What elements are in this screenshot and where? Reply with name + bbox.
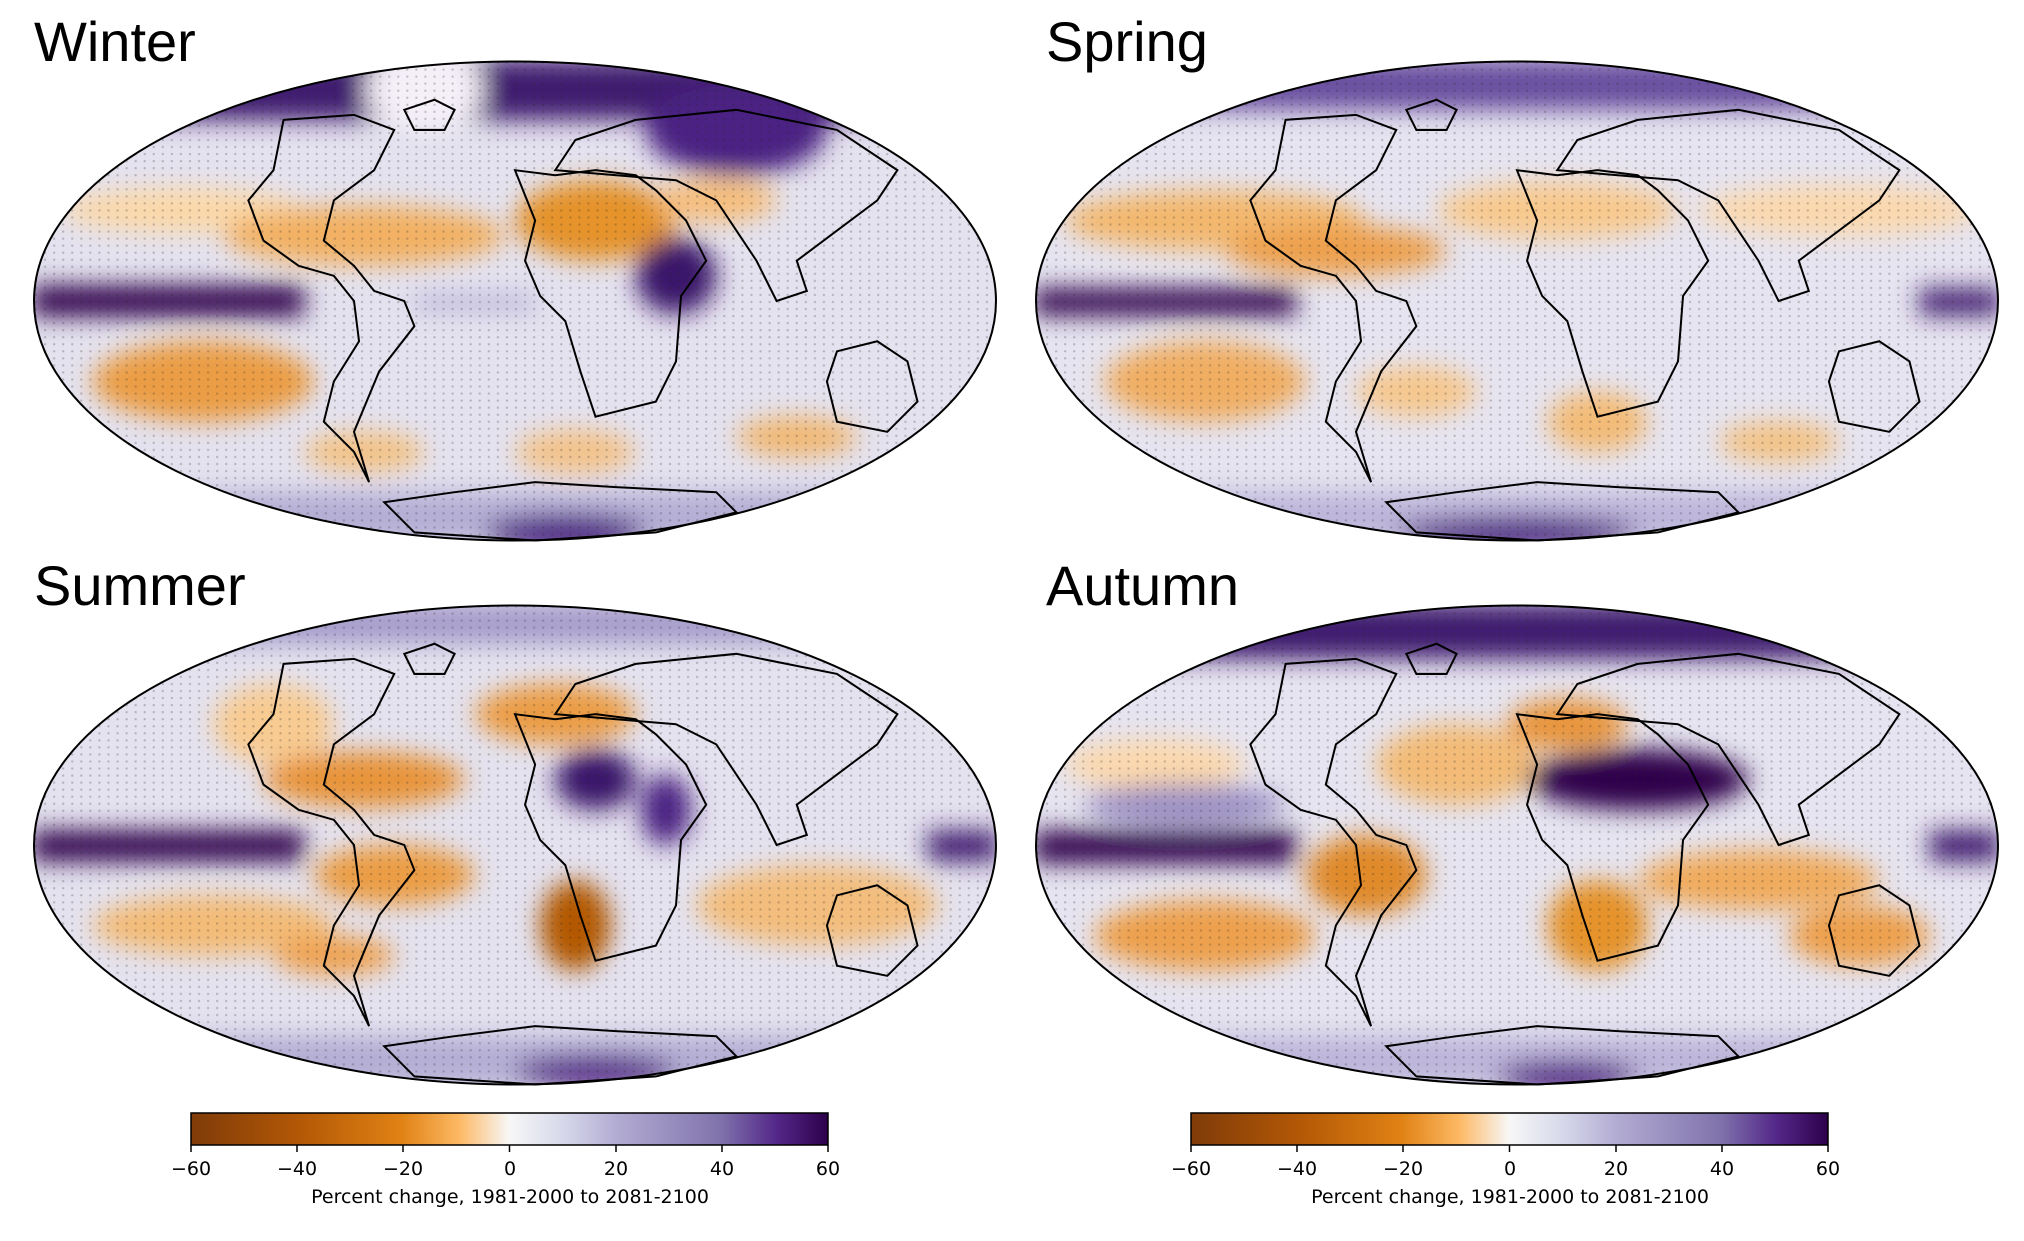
panel-title-summer: Summer [34,554,246,617]
colorbar-left-tick: −60 [170,1158,212,1180]
colorbar-right-tick: 40 [1709,1158,1735,1180]
colorbar-right-label: Percent change, 1981-2000 to 2081-2100 [1311,1186,1709,1208]
colorbar-left-label: Percent change, 1981-2000 to 2081-2100 [311,1186,709,1208]
map-winter [33,60,997,542]
colorbar-right-tick: −60 [1170,1158,1212,1180]
panel-title-spring: Spring [1046,10,1208,73]
colorbar-left-tick: 0 [503,1158,517,1180]
colorbar-left-tick: −40 [276,1158,318,1180]
colorbar-left-tick: 40 [709,1158,735,1180]
colorbar-right-tick: 60 [1815,1158,1841,1180]
map-spring [1035,60,1999,542]
colorbar-left [190,1112,829,1152]
map-summer [33,604,997,1086]
colorbar-left-tick: −20 [382,1158,424,1180]
colorbar-right-tick: 0 [1503,1158,1517,1180]
colorbar-right-tick: 20 [1603,1158,1629,1180]
colorbar-right-tick: −20 [1382,1158,1424,1180]
panel-title-winter: Winter [34,10,196,73]
panel-title-autumn: Autumn [1046,554,1239,617]
colorbar-right-tick: −40 [1276,1158,1318,1180]
colorbar-left-tick: 20 [603,1158,629,1180]
map-autumn [1035,604,1999,1086]
colorbar-right [1190,1112,1829,1152]
colorbar-left-tick: 60 [815,1158,841,1180]
